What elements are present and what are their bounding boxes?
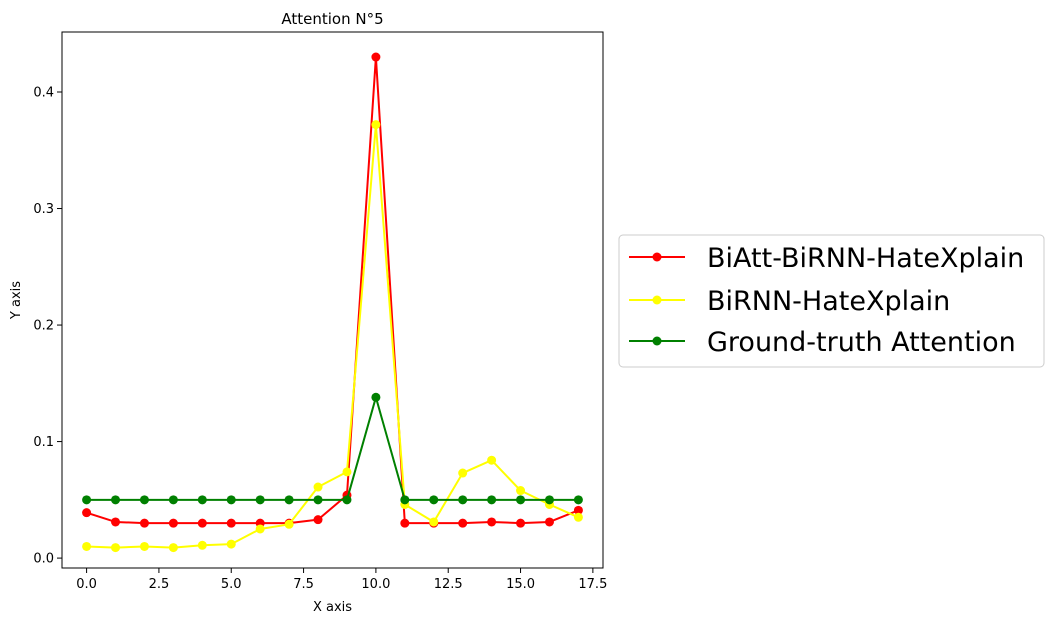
series-2-point (226, 539, 236, 549)
x-tick-label: 15.0 (506, 577, 535, 592)
series-1-point (371, 52, 381, 62)
series-3-point (516, 495, 526, 505)
x-axis-ticks: 0.0 2.5 5.0 7.5 10.0 12.5 15.0 17.5 (76, 568, 607, 592)
chart-title: Attention N°5 (281, 10, 383, 28)
y-tick-label: 0.4 (33, 86, 54, 101)
series-1-point (82, 508, 92, 518)
series-3-point (342, 495, 352, 505)
x-tick-label: 10.0 (361, 577, 390, 592)
series-3-point (139, 495, 149, 505)
series-1-point (516, 518, 526, 528)
series-1-point (139, 518, 149, 528)
x-tick-label: 7.5 (293, 577, 314, 592)
series-2-point (342, 467, 352, 477)
x-axis-label: X axis (313, 600, 352, 615)
y-tick-label: 0.1 (33, 435, 54, 450)
series-3-point (284, 495, 294, 505)
series-3-point (197, 495, 207, 505)
series-3-point (400, 495, 410, 505)
series-2-point (255, 524, 265, 534)
series-2-point (516, 486, 526, 496)
series-3-point (487, 495, 497, 505)
series-3-point (573, 495, 583, 505)
series-2-point (82, 541, 92, 551)
series-2-point (313, 482, 323, 492)
series-line-2 (86, 123, 579, 549)
y-tick-label: 0.2 (33, 319, 54, 334)
series-3-point (371, 392, 381, 402)
legend-box (618, 234, 1045, 368)
series-1-point (111, 517, 121, 527)
series-2-point (284, 519, 294, 529)
legend-marker-3 (652, 336, 662, 346)
series-3-point (544, 495, 554, 505)
series-2-point (168, 543, 178, 553)
series-1-point (168, 518, 178, 528)
series-1-point (573, 505, 583, 515)
series-1-point (226, 518, 236, 528)
series-1-point (313, 515, 323, 525)
y-axis-ticks: 0.0 0.1 0.2 0.3 0.4 (33, 86, 62, 567)
x-tick-label: 5.0 (221, 577, 242, 592)
legend: BiAtt-BiRNN-HateXplain BiRNN-HateXplain Gr… (618, 234, 1045, 368)
x-tick-label: 17.5 (578, 577, 607, 592)
series-3-point (313, 495, 323, 505)
series-3-point (168, 495, 178, 505)
series-2-point (139, 541, 149, 551)
y-tick-label: 0.0 (33, 552, 54, 567)
series-2-point (458, 468, 468, 478)
legend-label-2: BiRNN-HateXplain (707, 286, 950, 317)
legend-marker-2 (652, 295, 662, 305)
legend-label-1: BiAtt-BiRNN-HateXplain (707, 243, 1024, 274)
series-2-point (371, 120, 381, 130)
series-1-point (544, 517, 554, 527)
plot-area (82, 52, 583, 553)
series-2-point (111, 543, 121, 553)
series-2-point (487, 455, 497, 465)
legend-marker-1 (652, 252, 662, 262)
series-2-point (573, 512, 583, 522)
series-line-1 (86, 56, 579, 525)
series-2-point (429, 517, 439, 527)
y-axis-label: Y axis (9, 281, 24, 320)
y-tick-label: 0.3 (33, 202, 54, 217)
series-1-point (400, 518, 410, 528)
series-3-point (429, 495, 439, 505)
axes-frame (61, 31, 604, 569)
series-3-point (255, 495, 265, 505)
series-3-point (82, 495, 92, 505)
series-3-point (226, 495, 236, 505)
x-tick-label: 0.0 (76, 577, 97, 592)
legend-label-3: Ground-truth Attention (707, 327, 1016, 358)
x-tick-label: 12.5 (434, 577, 463, 592)
series-2-point (197, 540, 207, 550)
series-1-point (487, 517, 497, 527)
series-3-point (458, 495, 468, 505)
x-tick-label: 2.5 (149, 577, 170, 592)
series-1-point (458, 518, 468, 528)
series-1-point (197, 518, 207, 528)
series-line-3 (86, 396, 579, 501)
series-3-point (111, 495, 121, 505)
